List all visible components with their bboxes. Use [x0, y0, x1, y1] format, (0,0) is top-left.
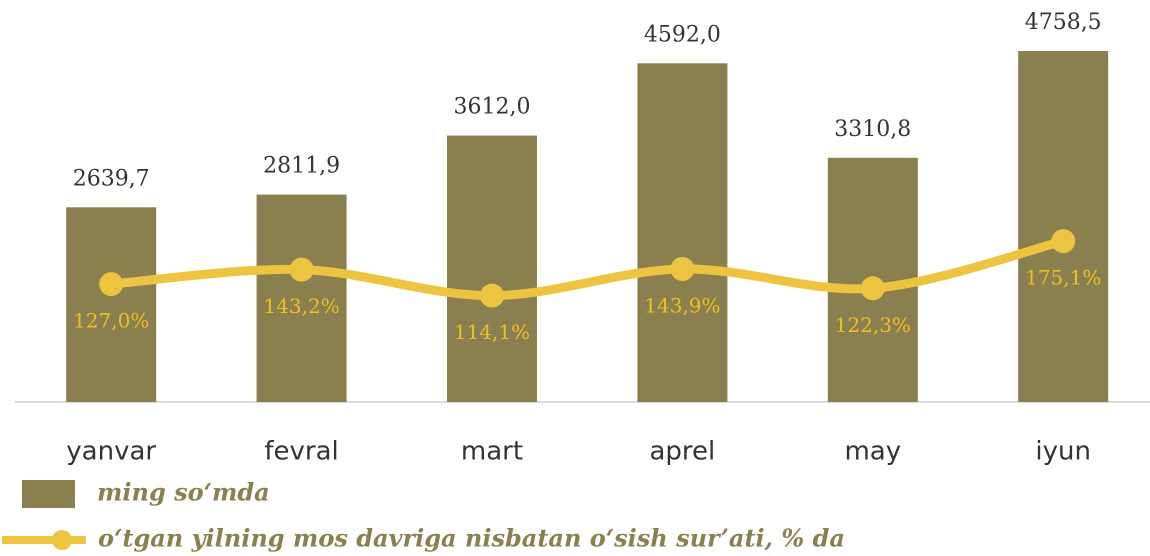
bar-value-label: 2639,7: [73, 166, 150, 191]
line-value-label: 122,3%: [835, 313, 911, 337]
bar-value-label: 3612,0: [454, 95, 531, 120]
line: [106, 236, 1068, 301]
bar: [66, 207, 157, 402]
bar-value-label: 2811,9: [263, 154, 340, 179]
line-point: [99, 272, 124, 297]
x-tick-label: may: [844, 437, 901, 467]
bar-value-label: 4758,5: [1025, 10, 1102, 35]
x-tick-label: iyun: [1035, 437, 1091, 467]
line-point: [1051, 229, 1076, 254]
legend-swatch: [22, 480, 75, 508]
bar-value-label: 3310,8: [834, 117, 911, 142]
x-tick-label: aprel: [650, 437, 716, 467]
legend-label: o‘tgan yilning mos davriga nisbatan o‘si…: [98, 524, 845, 553]
bar: [447, 135, 537, 402]
legend-label: ming so‘mda: [97, 478, 270, 507]
line-value-label: 175,1%: [1025, 266, 1101, 290]
line-value-label: 114,1%: [454, 320, 530, 344]
legend-swatch-point: [52, 530, 72, 550]
line-point: [670, 256, 695, 281]
line-point: [860, 276, 885, 301]
x-tick-label: mart: [461, 437, 523, 467]
line-point: [289, 257, 314, 282]
x-tick-label: fevral: [264, 437, 338, 467]
line-value-label: 143,2%: [263, 294, 339, 318]
line-value-label: 127,0%: [73, 309, 149, 333]
bar: [1018, 51, 1109, 403]
bar: [637, 63, 728, 402]
bar-value-label: 4592,0: [644, 22, 721, 47]
bar: [256, 194, 347, 402]
line-value-label: 143,9%: [644, 293, 720, 317]
x-tick-label: yanvar: [66, 437, 156, 467]
line-point: [480, 283, 504, 308]
